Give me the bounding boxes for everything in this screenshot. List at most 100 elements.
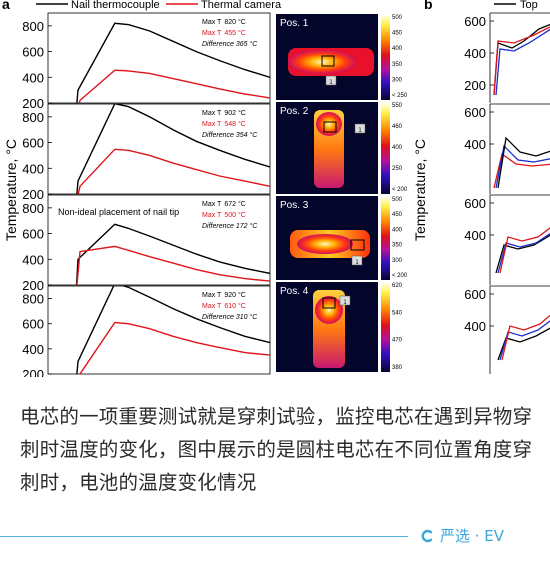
y-tick-label: 800	[22, 292, 44, 307]
y-tick-label: 800	[22, 110, 44, 125]
c-ring-icon	[421, 529, 433, 543]
y-tick-label: 600	[22, 136, 44, 151]
panel-b-series-line	[497, 136, 550, 189]
max-temp-camera: Max T 548 °C	[202, 120, 246, 128]
brand-text: 严选 · EV	[440, 527, 505, 545]
max-temp-nail: Max T 902 °C	[202, 109, 246, 117]
temp-difference: Difference 354 °C	[202, 131, 258, 139]
panel-b-series-line	[493, 23, 550, 96]
y-tick-label: 400	[22, 70, 44, 85]
series-line-camera	[79, 321, 270, 374]
panel-b-series-line	[499, 320, 550, 361]
colour-bar-label: < 200	[392, 273, 408, 279]
line-chart-3: 200 400 600 800 Max T 672 °C Max T 500 °C Differ…	[22, 194, 271, 293]
thermal-marker-label-4: 1	[343, 299, 347, 306]
thermal-marker-3	[351, 255, 363, 266]
colour-bar-gradient	[381, 282, 390, 372]
colour-bar-label: 550	[392, 103, 403, 109]
panel-b-chart-2: 600 400	[464, 103, 550, 194]
thermal-marker-label-3: 1	[355, 259, 359, 266]
colour-bar-label: 400	[392, 145, 403, 151]
colour-bar-label: 380	[392, 365, 403, 371]
caption-text: 电芯的一项重要测试就是穿刺试验，监控电芯在遇到异物穿刺时温度的变化，图中展示的是…	[20, 405, 533, 494]
colour-bar-label: 350	[392, 243, 403, 249]
series-line-nail	[76, 22, 270, 103]
max-temp-nail: Max T 920 °C	[202, 291, 246, 299]
y-tick-label: 400	[464, 319, 486, 334]
y-tick-label: 200	[22, 96, 44, 111]
panel-a-line-charts: 200 400 600 800 Max T 820 °C Max T 455 °C Differ…	[22, 12, 271, 377]
line-chart-1: 200 400 600 800 Max T 820 °C Max T 455 °C Differ…	[22, 12, 271, 111]
colour-bar-label: 500	[392, 15, 403, 21]
thermal-nail-box-1	[321, 55, 335, 67]
panel-b-series-line	[499, 227, 550, 274]
series-line-camera	[78, 69, 270, 103]
ylabel-a: Temperature, °C	[3, 139, 19, 241]
y-tick-label: 400	[22, 252, 44, 267]
series-line-nail	[76, 286, 270, 374]
thermal-hotspot-3	[297, 234, 353, 254]
thermal-hotspot-4	[315, 296, 343, 324]
colour-bar-label: 470	[392, 338, 403, 344]
panel-b-series-line	[501, 314, 550, 361]
thermal-marker-2	[354, 123, 366, 134]
thermal-marker-4	[339, 295, 351, 306]
legend-b: Top	[494, 0, 538, 11]
y-tick-label: 400	[22, 342, 44, 357]
line-chart-4: 200 400 600 800 Max T 920 °C Max T 610 °C Differ…	[22, 285, 271, 377]
y-tick-label: 800	[22, 201, 44, 216]
panel-b-series-line	[493, 152, 550, 189]
colour-bar-label: 450	[392, 31, 403, 37]
y-tick-label: 600	[22, 45, 44, 60]
panel-b-series-line	[495, 28, 550, 96]
thermal-nail-box-4	[322, 297, 336, 309]
colour-bar-label: < 250	[392, 93, 408, 99]
series-line-camera	[76, 245, 270, 285]
colour-bar-label: 460	[392, 124, 403, 130]
colour-bar-label: 350	[392, 62, 403, 68]
chart-frame	[47, 285, 271, 375]
chart-frame	[47, 103, 271, 195]
y-tick-label: 200	[464, 78, 486, 93]
colour-bar-label: 300	[392, 258, 403, 264]
legend-camera-label: Thermal camera	[201, 0, 282, 11]
series-line-camera	[77, 148, 270, 194]
max-temp-nail: Max T 672 °C	[202, 200, 246, 208]
y-tick-label: 600	[22, 227, 44, 242]
colour-bar-label: < 200	[392, 187, 408, 193]
y-tick-label: 400	[464, 46, 486, 61]
temp-difference: Difference 172 °C	[202, 222, 258, 230]
y-tick-label: 200	[22, 187, 44, 202]
temp-difference: Difference 310 °C	[202, 313, 258, 321]
y-tick-label: 600	[464, 14, 486, 29]
thermal-nail-box-2	[323, 121, 337, 133]
colour-bar-label: 300	[392, 77, 403, 83]
brand-mark: 严选 · EV	[420, 524, 504, 548]
y-tick-label: 600	[464, 196, 486, 211]
legend-a: Nail thermocouple Thermal camera	[36, 0, 282, 11]
y-tick-label: 600	[22, 317, 44, 332]
panel-b-series-line	[495, 144, 550, 189]
thermal-pos-4: Pos. 4	[280, 286, 309, 297]
max-temp-camera: Max T 610 °C	[202, 302, 246, 310]
brand-divider	[0, 536, 408, 537]
y-tick-label: 600	[464, 287, 486, 302]
series-line-nail	[75, 223, 270, 285]
colour-bar-label: 540	[392, 310, 403, 316]
thermal-images: 1 Pos. 1 1 Pos. 2 1 Pos. 3 1 Pos. 4	[276, 14, 378, 372]
thermal-marker-1	[325, 75, 337, 86]
panel-b-series-line	[497, 232, 550, 274]
placement-note: Non-ideal placement of nail tip	[58, 207, 179, 217]
thermal-marker-label-1: 1	[329, 79, 333, 86]
temperature-figure: a Nail thermocouple Thermal camera b Top…	[2, 0, 550, 377]
y-tick-label: 400	[464, 137, 486, 152]
y-tick-label: 800	[22, 19, 44, 34]
panel-b-letter: b	[424, 0, 433, 12]
temp-difference: Difference 365 °C	[202, 40, 258, 48]
thermal-pos-1: Pos. 1	[280, 18, 309, 29]
thermal-pos-2: Pos. 2	[280, 106, 309, 117]
panel-b-chart-4: 600 400	[464, 285, 550, 374]
colour-bar-label: 620	[392, 283, 403, 289]
panel-b-series-line	[495, 234, 550, 274]
